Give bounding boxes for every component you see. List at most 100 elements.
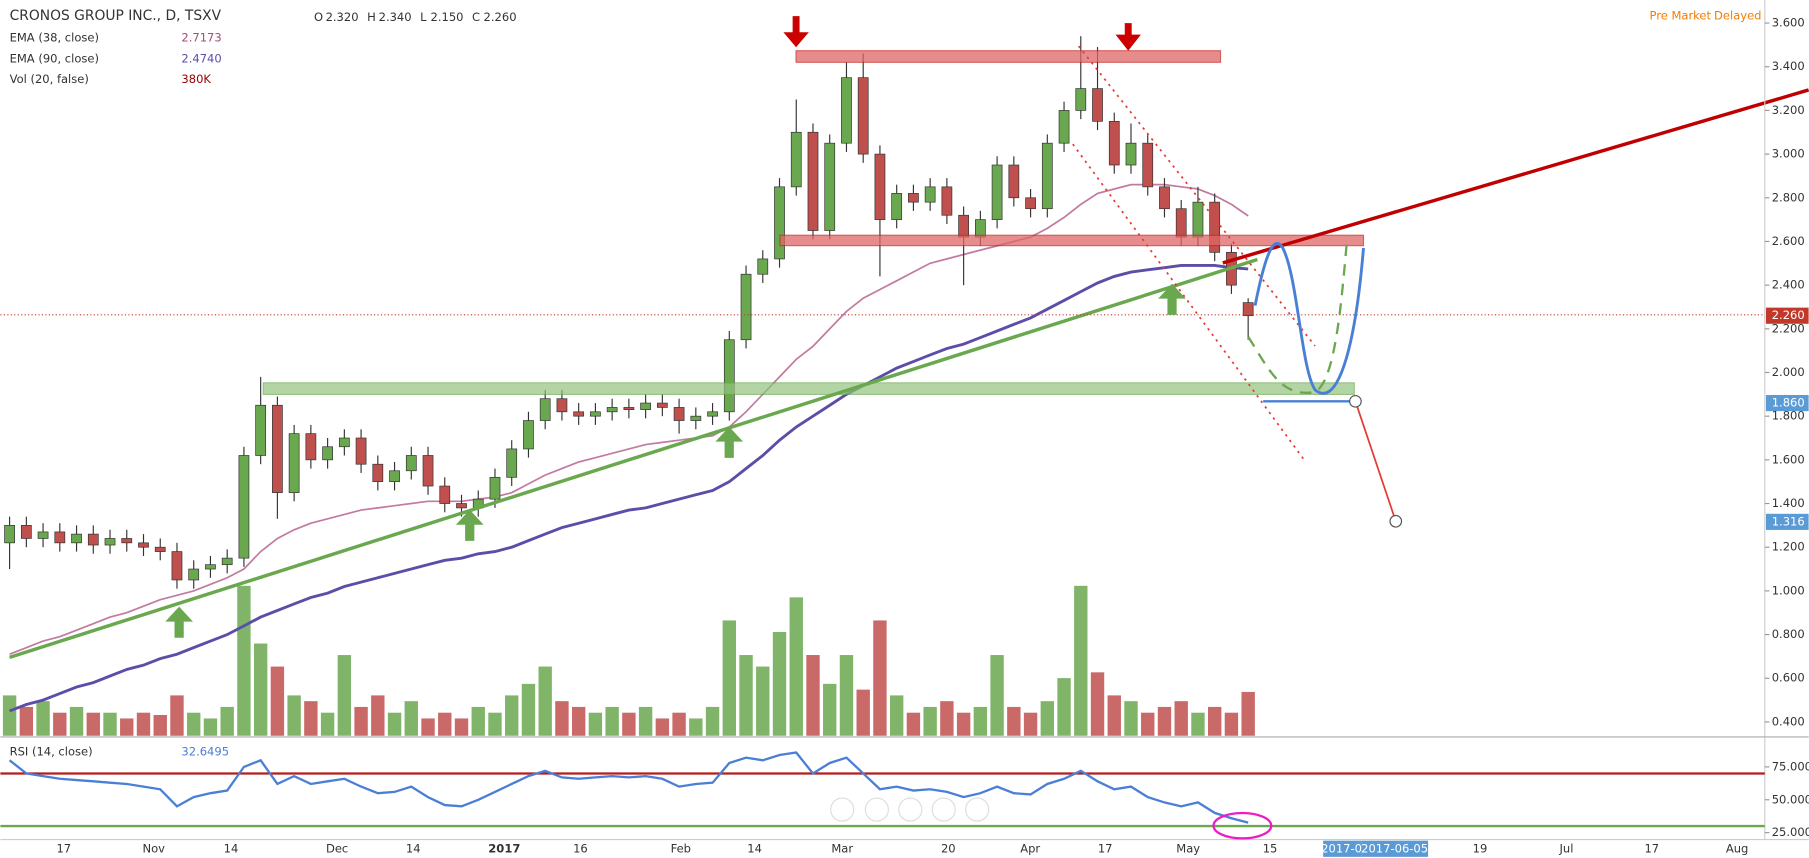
candle-body xyxy=(338,437,350,448)
volume-bar xyxy=(772,631,787,736)
candle-body xyxy=(606,407,618,413)
candle-body xyxy=(790,131,802,188)
x-tick-label: Aug xyxy=(1726,841,1749,855)
candle-body xyxy=(272,404,283,493)
candle-body xyxy=(539,398,551,421)
volume-bar xyxy=(120,718,134,736)
candle-body xyxy=(1175,208,1187,238)
volume-bar xyxy=(203,718,218,736)
candle-body xyxy=(87,533,99,546)
arrow-group xyxy=(165,283,1186,638)
volume-bar xyxy=(220,706,234,736)
candle-body xyxy=(874,153,886,220)
volume-bar xyxy=(454,718,469,736)
candle-body xyxy=(54,531,66,544)
volume-bar xyxy=(839,655,854,736)
ema-line xyxy=(9,183,1249,656)
legend-label: EMA (38, close) xyxy=(10,31,99,45)
candle-body xyxy=(640,402,651,410)
candle-body xyxy=(506,448,518,478)
candle-body xyxy=(405,455,417,472)
volume-bar xyxy=(1174,701,1188,736)
candle-body xyxy=(1142,142,1154,188)
projection xyxy=(1247,236,1349,394)
volume-bar xyxy=(69,706,84,736)
candle-body xyxy=(4,525,15,544)
candle-body xyxy=(288,433,300,493)
volume-bar xyxy=(488,712,502,736)
candle-body xyxy=(573,411,585,417)
candle-body xyxy=(824,142,836,231)
nav-button[interactable] xyxy=(830,797,855,822)
candle-body xyxy=(422,455,434,487)
volume-bar xyxy=(739,655,753,736)
candle-body xyxy=(757,258,769,275)
legend-label: Vol (20, false) xyxy=(10,72,89,86)
volume-bar xyxy=(672,712,686,736)
candle-body xyxy=(623,407,635,410)
candle-body xyxy=(439,485,451,504)
candle-body xyxy=(238,455,250,559)
candle-body xyxy=(37,531,49,539)
price-badge-label: 2.260 xyxy=(1772,308,1805,322)
volume-bar xyxy=(823,683,837,736)
volume-bar xyxy=(237,585,251,736)
candle-body xyxy=(305,433,317,461)
nav-button[interactable] xyxy=(965,797,990,822)
volume-bar xyxy=(789,597,803,736)
x-tick-label: 15 xyxy=(1263,841,1278,855)
volume-bar xyxy=(53,712,67,736)
candle-body xyxy=(941,186,953,216)
volume-bar xyxy=(1007,706,1021,736)
arrow-group xyxy=(783,16,1141,51)
y-tick-label: 0.800 xyxy=(1772,627,1805,641)
candle-body xyxy=(891,193,903,220)
volume-bar xyxy=(253,643,268,736)
trend-line xyxy=(1222,88,1809,265)
candle-body xyxy=(924,186,936,203)
nav-button[interactable] xyxy=(898,797,923,822)
volume-bar xyxy=(856,689,870,736)
candle-body xyxy=(372,463,384,483)
volume-bar xyxy=(320,712,335,736)
volume-bar xyxy=(371,695,385,736)
candle-body xyxy=(807,131,819,231)
price-badge-label: 1.316 xyxy=(1772,514,1805,528)
anchor-point xyxy=(1389,514,1403,528)
volume-bar xyxy=(1057,678,1071,736)
volume-bar xyxy=(153,715,167,736)
volume-bar xyxy=(705,706,720,736)
price-badge xyxy=(1765,513,1809,530)
volume-bar xyxy=(806,655,820,736)
x-tick-label: 2017 xyxy=(488,841,520,855)
volume-bar xyxy=(471,706,485,736)
x-tick-label: Feb xyxy=(671,841,691,855)
nav-button[interactable] xyxy=(864,797,889,822)
y-tick-label: 1.400 xyxy=(1772,496,1805,510)
data-layer xyxy=(2,36,1255,736)
volume-bar xyxy=(187,712,201,736)
candle-body xyxy=(723,339,735,413)
candle-body xyxy=(104,538,116,546)
ohlc-value: 2.260 xyxy=(484,10,517,24)
volume-bar xyxy=(505,695,519,736)
nav-button[interactable] xyxy=(931,797,956,822)
down-arrow xyxy=(1115,23,1141,51)
y-tick-label: 3.600 xyxy=(1772,16,1805,30)
x-tick-label: 16 xyxy=(573,841,588,855)
volume-bar xyxy=(622,712,636,736)
y-tick-label: 1.200 xyxy=(1772,540,1805,554)
candle-body xyxy=(857,77,869,155)
x-tick-label: 17 xyxy=(1098,841,1113,855)
projection xyxy=(1253,241,1365,395)
up-arrow xyxy=(455,509,484,541)
volume-bar xyxy=(1124,701,1138,736)
volume-bar xyxy=(1090,672,1105,736)
y-tick-label: 1.800 xyxy=(1772,409,1805,423)
channel-line xyxy=(1072,143,1305,460)
y-tick-label: 1.600 xyxy=(1772,452,1805,466)
candle-body xyxy=(322,446,333,461)
